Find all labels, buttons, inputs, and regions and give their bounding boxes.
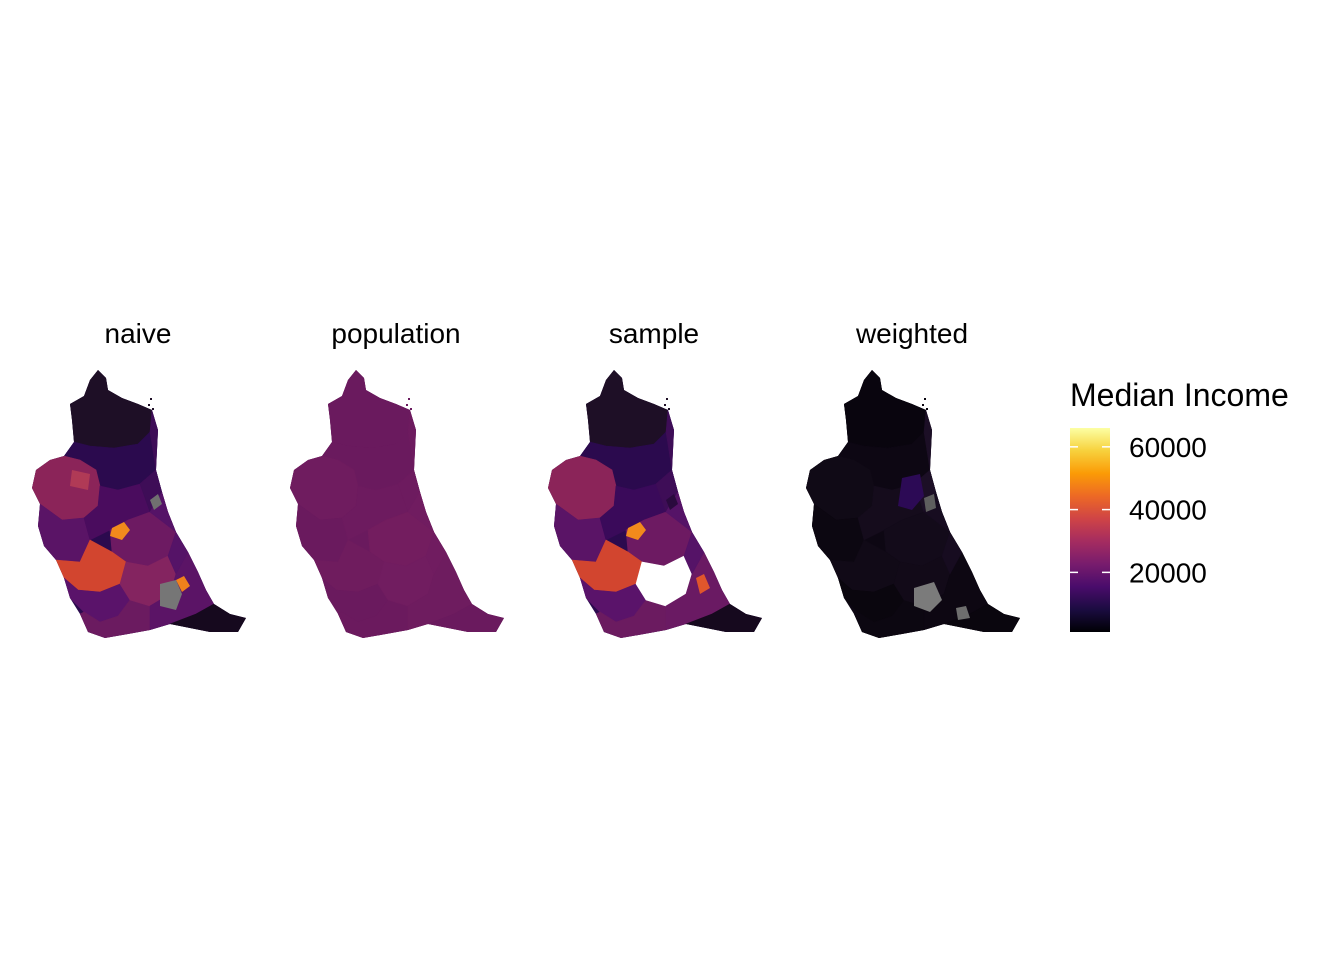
no-data-area [924, 494, 936, 512]
bright-district [626, 522, 646, 540]
no-data-area [956, 606, 970, 620]
highlighted-district [898, 474, 924, 510]
district-northCap [843, 370, 927, 449]
map-panel-weighted: weighted [806, 318, 1020, 638]
region-map [32, 370, 246, 638]
no-data-area [914, 582, 942, 612]
legend-tick-label: 20000 [1129, 557, 1207, 588]
legend-ticks: 20000 40000 60000 [1070, 432, 1207, 588]
bright-district [696, 574, 710, 594]
panel-title: weighted [855, 318, 968, 349]
legend: Median Income 20000 40000 60000 [1070, 377, 1289, 632]
island [926, 408, 928, 410]
legend-title: Median Income [1070, 377, 1289, 413]
island [664, 404, 666, 406]
panel-title: sample [609, 318, 699, 349]
district-northCap [69, 370, 153, 449]
island [922, 404, 924, 406]
island [148, 404, 150, 406]
no-data-area [160, 580, 182, 610]
region-map [548, 370, 762, 638]
bright-district [176, 576, 190, 592]
region-map [806, 370, 1020, 638]
island [668, 408, 670, 410]
panel-title: population [331, 318, 460, 349]
district-northCap [327, 370, 411, 449]
no-data-area [150, 494, 162, 510]
district [666, 494, 678, 510]
district-southEast [923, 551, 989, 631]
island [408, 398, 410, 400]
legend-colorbar [1070, 428, 1110, 632]
legend-tick-label: 60000 [1129, 432, 1207, 463]
island [150, 398, 152, 400]
bright-district [110, 522, 130, 540]
map-panel-sample: sample [548, 318, 762, 638]
legend-tick-label: 40000 [1129, 495, 1207, 526]
region-map [290, 370, 504, 638]
district-southEast [665, 551, 731, 631]
map-panel-population: population [290, 318, 504, 638]
island [924, 398, 926, 400]
district-northCap [585, 370, 669, 449]
district [70, 470, 90, 490]
island [410, 408, 412, 410]
map-panels: naive population sample weighted [32, 318, 1020, 638]
panel-title: naive [105, 318, 172, 349]
island [666, 398, 668, 400]
island [152, 408, 154, 410]
map-panel-naive: naive [32, 318, 246, 638]
island [406, 404, 408, 406]
